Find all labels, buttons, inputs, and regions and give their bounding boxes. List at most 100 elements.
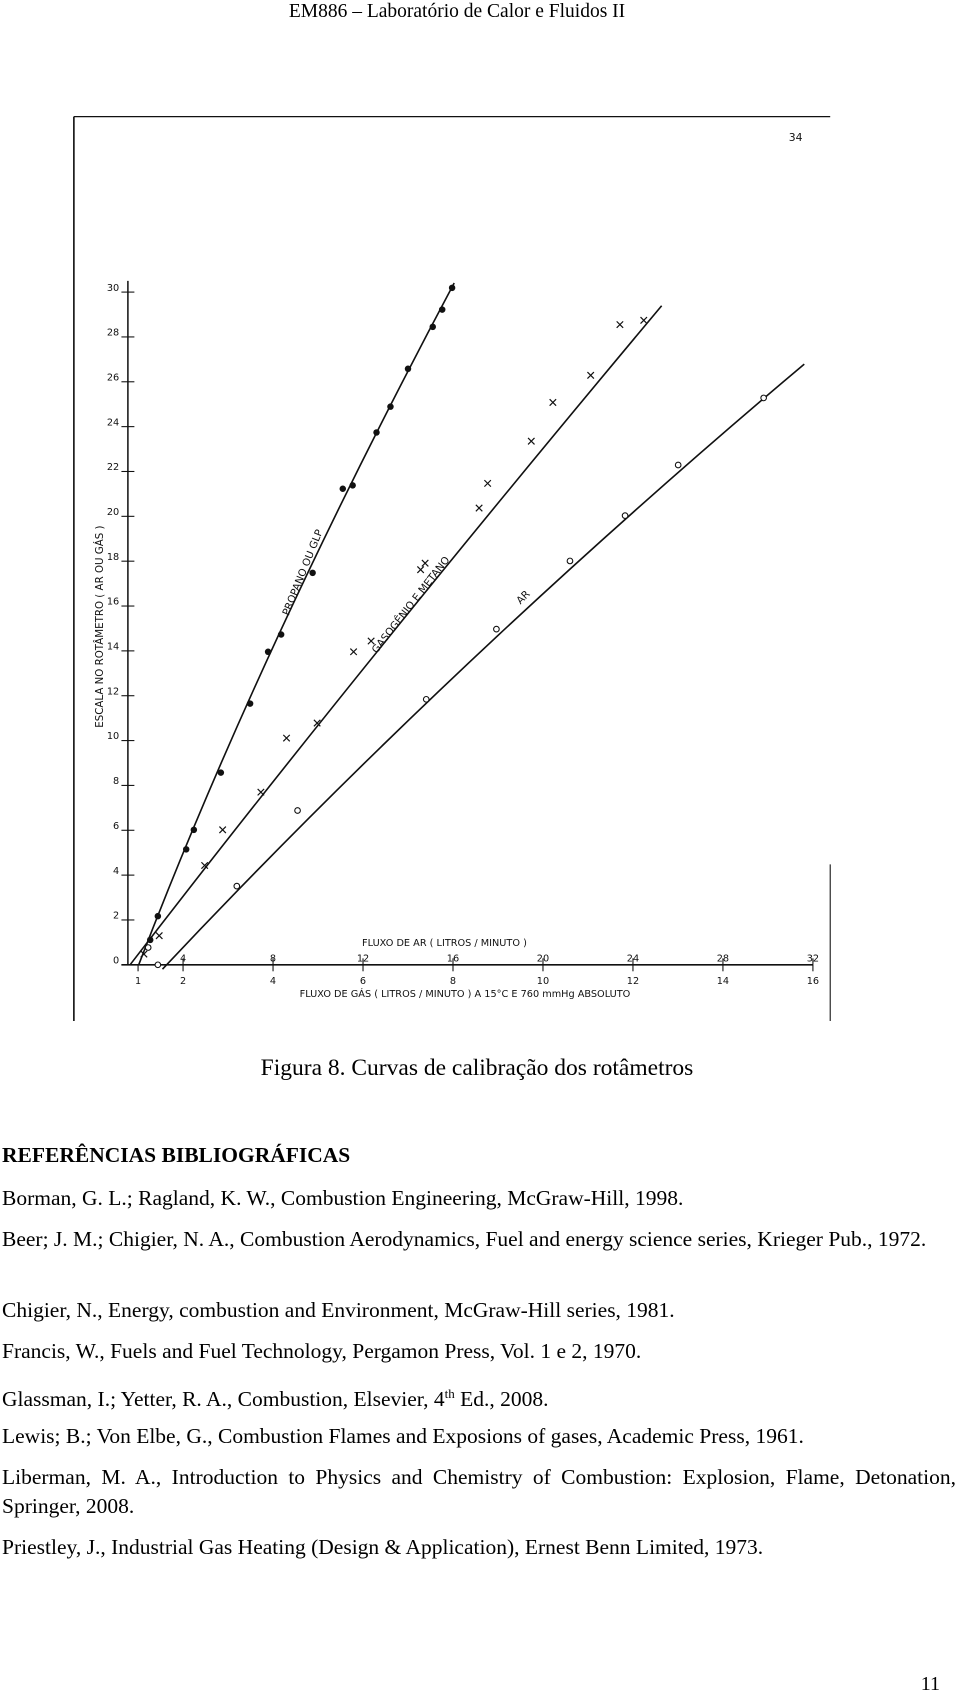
x2-tick-label: 20 [537,953,549,964]
data-point [674,461,682,469]
y-tick-label: 12 [107,686,119,697]
data-point [154,961,162,969]
x-tick-label: 2 [180,976,186,987]
reference-text: Glassman, I.; Yetter, R. A., Combustion,… [2,1387,445,1412]
data-point [621,512,629,520]
x2-tick-label: 24 [627,953,639,964]
reference-text: Ed., 2008. [454,1387,549,1412]
y-tick-label: 6 [113,821,119,832]
data-point [349,482,356,489]
x-tick-label: 1 [135,976,141,987]
cross-stroke [587,371,595,379]
data-point [349,648,358,656]
superscript: th [444,1386,455,1401]
data-point [438,306,446,313]
data-point [246,700,254,707]
data-point [309,569,316,577]
cross-stroke [416,566,425,574]
data-point [404,365,412,373]
data-point [144,944,152,951]
data-point [475,504,483,512]
reference: Priestley, J., Industrial Gas Heating (D… [2,1535,764,1559]
data-point [294,807,301,814]
data-point [218,826,227,834]
reference: Chigier, N., Energy, combustion and Envi… [2,1298,675,1322]
data-point [282,734,291,742]
figure: 34 ESCALA NO ROTÂMETRO ( AR OU GÁS ) FLU… [73,115,831,1021]
y-tick-label: 24 [107,417,119,428]
cross-stroke [313,719,321,727]
x2-tick-label: 32 [807,953,819,964]
x-tick-label: 12 [627,976,639,987]
cross-stroke [475,504,483,512]
series-label: GASOGÊNIO E METANO [369,554,453,656]
data-point [313,719,321,727]
cross-stroke [200,861,209,870]
cross-stroke [282,734,291,742]
page-header: EM886 – Laboratório de Calor e Fluidos I… [288,1,626,22]
data-point [200,861,209,870]
data-point [257,788,265,796]
y-tick-label: 2 [113,911,119,922]
y-tick-label: 16 [107,597,119,608]
data-point [448,284,456,292]
reference: Glassman, I.; Yetter, R. A., Combustion,… [2,1379,956,1414]
cross-stroke [349,648,358,656]
reference: Liberman, M. A., Introduction to Physics… [2,1465,956,1518]
x2-axis-title: FLUXO DE AR ( LITROS / MINUTO ) [362,938,527,949]
fit-curve [137,282,455,966]
data-point [493,625,500,633]
y-tick-label: 30 [107,283,119,294]
data-point [527,437,535,445]
x2-tick-label: 16 [447,953,459,964]
y-tick-label: 0 [113,955,119,966]
cross-stroke [140,950,148,958]
data-point [367,637,375,645]
y-axis-title: ESCALA NO ROTÂMETRO ( AR OU GÁS ) [93,525,106,727]
cross-stroke [218,826,227,834]
data-point [154,912,162,920]
data-point [190,826,198,834]
y-tick-label: 18 [107,552,119,563]
figure-caption: Figura 8. Curvas de calibração dos rotâm… [260,1055,694,1081]
reference: Lewis; B.; Von Elbe, G., Combustion Flam… [2,1424,804,1448]
cross-stroke [549,398,557,407]
x-tick-label: 16 [807,976,819,987]
data-point [264,648,272,656]
y-tick-label: 20 [107,507,119,518]
data-point [566,557,574,565]
x-tick-label: 6 [360,976,366,987]
data-point [217,769,225,776]
data-point [416,566,425,574]
cross-stroke [640,316,648,325]
data-point [277,631,285,638]
section-heading: REFERÊNCIAS BIBLIOGRÁFICAS [2,1143,351,1167]
y-tick-label: 14 [107,642,119,653]
y-tick-label: 4 [113,866,119,877]
data-point [587,371,595,379]
x2-tick-label: 12 [357,953,369,964]
data-point [429,323,436,331]
data-point [140,950,148,958]
x2-tick-label: 4 [180,953,186,964]
y-tick-label: 26 [107,372,119,383]
cross-stroke [483,479,492,488]
x-tick-label: 8 [450,976,456,987]
data-point [760,394,768,402]
x-axis-title: FLUXO DE GÁS ( LITROS / MINUTO ) A 15°C … [300,987,631,1000]
data-point [373,429,380,436]
data-point [233,882,241,890]
data-point [155,932,163,940]
data-point [549,398,557,407]
x2-tick-label: 8 [270,953,276,964]
data-point [387,403,394,410]
series-label: AR [514,588,532,606]
x-tick-label: 14 [717,976,729,987]
page-number: 11 [920,1673,940,1695]
cross-stroke [421,559,429,567]
series-label: PROPANO OU GLP [280,528,325,617]
reference: Beer; J. M.; Chigier, N. A., Combustion … [2,1227,927,1251]
x-tick-label: 4 [270,976,276,987]
